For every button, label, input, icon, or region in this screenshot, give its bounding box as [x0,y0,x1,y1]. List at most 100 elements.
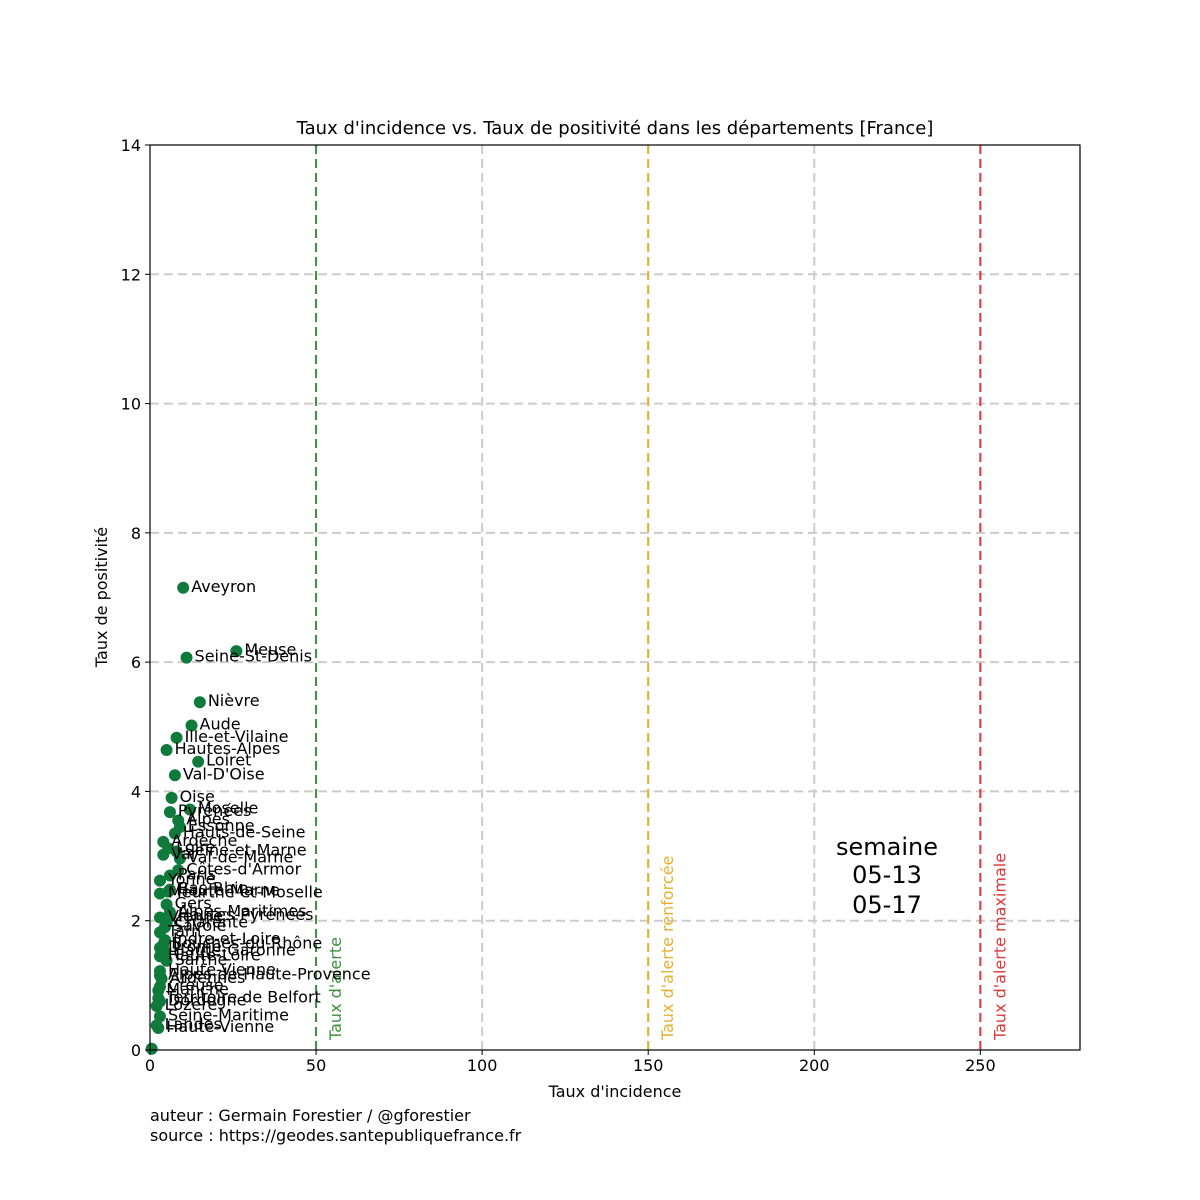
point-label: Charente [175,912,248,931]
point-label: Haute-Marne [176,881,280,900]
plot-frame [149,144,1081,1051]
point-label: Aveyron [191,577,256,596]
x-tick-label: 0 [145,1056,155,1075]
point-label: Côtes-d'Armor [186,859,301,878]
data-point [145,1042,158,1055]
data-point [180,651,193,664]
point-label: Alpes-Maritimes [178,901,307,920]
reference-lines: Taux d'alerte Taux d'alerte renforcée Taux… [315,145,1009,1050]
point-label: Savoie [173,916,227,935]
y-tick-label: 14 [121,136,141,155]
data-point [173,852,186,865]
point-label: Creuse [168,976,224,995]
x-tick-label: 100 [467,1056,498,1075]
data-point [177,581,190,594]
point-label: Hautes-Alpes [175,739,281,758]
point-label: Paris [178,864,216,883]
y-tick-label: 8 [131,524,141,543]
point-label: Manche [166,980,229,999]
point-label: Ardèche [171,831,237,850]
point-label: Hauts-de-Seine [183,822,306,841]
x-tick-label: 150 [633,1056,664,1075]
point-label: Dordogne [168,991,247,1010]
point-label: Drôme [168,937,222,956]
reference-line-label: Taux d'alerte maximale [990,853,1009,1041]
footer-source: source : https://geodes.santepubliquefra… [150,1126,522,1145]
data-point [152,1022,165,1035]
x-axis-label: Taux d'incidence [548,1082,682,1101]
point-label: Sarthe [175,950,228,969]
chart-title: Taux d'incidence vs. Taux de positivité … [296,118,934,139]
point-label: Tarn [167,921,201,940]
axis-ticks: 0 50 100 150 200 250 0 2 4 6 8 10 12 14 [121,136,996,1075]
week-end: 05-17 [852,891,922,919]
point-label: Vienne [168,906,223,925]
data-point [165,791,178,804]
point-label: Ille-et-Vilaine [185,727,289,746]
point-label: Pyrénées [178,801,251,820]
data-point [157,848,170,861]
point-label: Yonne [167,870,216,889]
x-tick-label: 250 [965,1056,996,1075]
point-label: Landes [165,1014,222,1033]
data-point [168,827,181,840]
point-label: Territoire de Belfort [165,987,321,1006]
data-point [185,719,198,732]
point-label: Aude [200,714,241,733]
point-label: Indre-et-Loire [173,929,281,948]
data-point [163,806,176,819]
point-label: Seine-Maritime [168,1005,289,1024]
x-tick-label: 50 [306,1056,326,1075]
point-label: Gers [175,894,212,913]
y-tick-label: 6 [131,653,141,672]
data-point [153,874,166,887]
week-label: semaine [836,833,938,861]
data-point [150,1000,163,1013]
data-point [183,803,196,816]
point-label: Hautes-Pyrénées [178,905,314,924]
reference-line-label: Taux d'alerte renforcée [658,856,677,1041]
point-label: Var [171,844,198,863]
point-label: Alpes [186,810,230,829]
point-label: Haute-Vienne [168,960,276,979]
data-point [230,645,243,658]
data-point [170,731,183,744]
point-label: Lozère [165,995,218,1014]
y-tick-label: 4 [131,782,141,801]
point-label: Loiret [206,751,251,770]
point-label: Meuse [244,640,296,659]
point-label: Essonne [188,816,255,835]
data-point [160,954,173,967]
data-point [193,696,206,709]
data-point [163,869,176,882]
point-label: Seine-et-Marne [185,841,307,860]
data-points [145,581,243,1055]
point-label: Seine-St-Denis [195,647,312,666]
data-point [192,755,205,768]
y-tick-label: 2 [131,912,141,931]
y-axis-label: Taux de positivité [92,527,111,668]
point-label: Haute-Vienne [166,1017,274,1036]
point-label: Val-de-Marne [188,848,293,867]
week-box: semaine 05-13 05-17 [836,833,938,919]
y-tick-label: 0 [131,1041,141,1060]
point-label: Haute-Garonne [173,941,296,960]
point-label: Moselle [198,799,259,818]
point-label: Nièvre [208,691,260,710]
point-label: Haute-Loire [168,945,261,964]
point-label: Loire [176,837,215,856]
point-label: Bouches-du-Rhône [171,934,322,953]
footer-author: auteur : Germain Forestier / @gforestier [150,1106,471,1125]
point-label: Ardennes [170,968,246,987]
data-point [168,769,181,782]
week-start: 05-13 [852,861,922,889]
data-point [160,744,173,757]
point-label: Alpes-de-Haute-Provence [168,965,371,984]
y-tick-label: 12 [121,265,141,284]
data-point [153,1010,166,1023]
point-label: Val-D'Oise [183,764,265,783]
data-point [153,887,166,900]
reference-line-label: Taux d'alerte [326,937,345,1041]
